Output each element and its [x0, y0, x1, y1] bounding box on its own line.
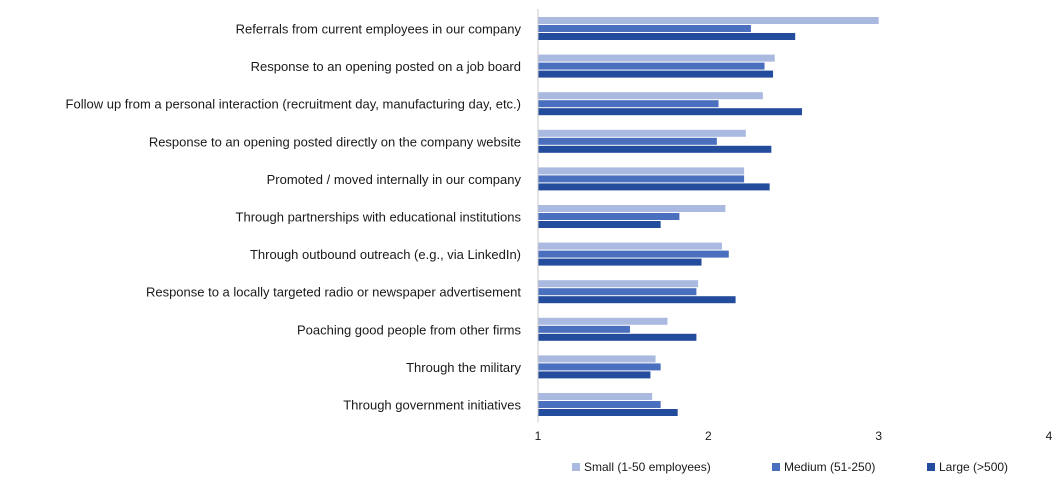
bar-small: [538, 167, 745, 175]
bar-large: [538, 33, 796, 40]
category-label: Promoted / moved internally in our compa…: [267, 172, 522, 187]
bar-medium: [538, 25, 751, 32]
bar-small: [538, 129, 746, 137]
category-label: Through partnerships with educational in…: [236, 210, 522, 225]
bar-small: [538, 205, 726, 212]
legend-label: Small (1-50 employees): [584, 460, 711, 474]
bar-small: [538, 242, 722, 250]
x-axis-ticks: 1 2 3 4: [535, 429, 1053, 443]
legend-label: Large (>500): [939, 460, 1008, 474]
legend-swatch: [927, 463, 935, 471]
category-labels: Referrals from current employees in our …: [66, 22, 522, 413]
bar-small: [538, 92, 763, 100]
bar-medium: [538, 363, 661, 371]
bar-small: [538, 280, 699, 288]
bar-medium: [538, 250, 729, 258]
bar-large: [538, 296, 736, 304]
category-label: Poaching good people from other firms: [297, 322, 522, 337]
x-tick-label: 2: [705, 429, 712, 443]
category-label: Through the military: [406, 360, 521, 375]
legend-swatch: [572, 463, 580, 471]
bar-large: [538, 70, 774, 78]
category-label: Through outbound outreach (e.g., via Lin…: [250, 247, 521, 262]
bar-medium: [538, 175, 745, 183]
category-label: Follow up from a personal interaction (r…: [66, 97, 521, 112]
bar-large: [538, 145, 772, 153]
bar-large: [538, 258, 702, 266]
bar-medium: [538, 137, 717, 145]
bar-large: [538, 221, 661, 228]
bar-small: [538, 393, 653, 400]
bar-large: [538, 333, 697, 341]
bar-small: [538, 17, 879, 24]
legend: Small (1-50 employees) Medium (51-250) Lar…: [572, 460, 1008, 474]
bar-medium: [538, 100, 719, 108]
bar-small: [538, 355, 656, 363]
bar-large: [538, 409, 678, 416]
bar-medium: [538, 325, 630, 333]
bar-medium: [538, 288, 697, 296]
bar-small: [538, 317, 668, 325]
bar-small: [538, 54, 775, 62]
category-label: Response to an opening posted directly o…: [149, 134, 521, 149]
x-tick-label: 3: [875, 429, 882, 443]
legend-label: Medium (51-250): [784, 460, 875, 474]
bar-large: [538, 108, 803, 116]
bar-medium: [538, 213, 680, 220]
bar-medium: [538, 401, 661, 408]
bar-medium: [538, 62, 765, 70]
category-label: Referrals from current employees in our …: [236, 22, 522, 37]
bar-large: [538, 371, 651, 379]
legend-swatch: [772, 463, 780, 471]
x-tick-label: 1: [535, 429, 542, 443]
x-tick-label: 4: [1046, 429, 1053, 443]
category-label: Through government initiatives: [343, 398, 521, 413]
category-label: Response to a locally targeted radio or …: [146, 285, 521, 300]
bars-group: [538, 17, 879, 416]
category-label: Response to an opening posted on a job b…: [251, 59, 521, 74]
bar-large: [538, 183, 770, 191]
